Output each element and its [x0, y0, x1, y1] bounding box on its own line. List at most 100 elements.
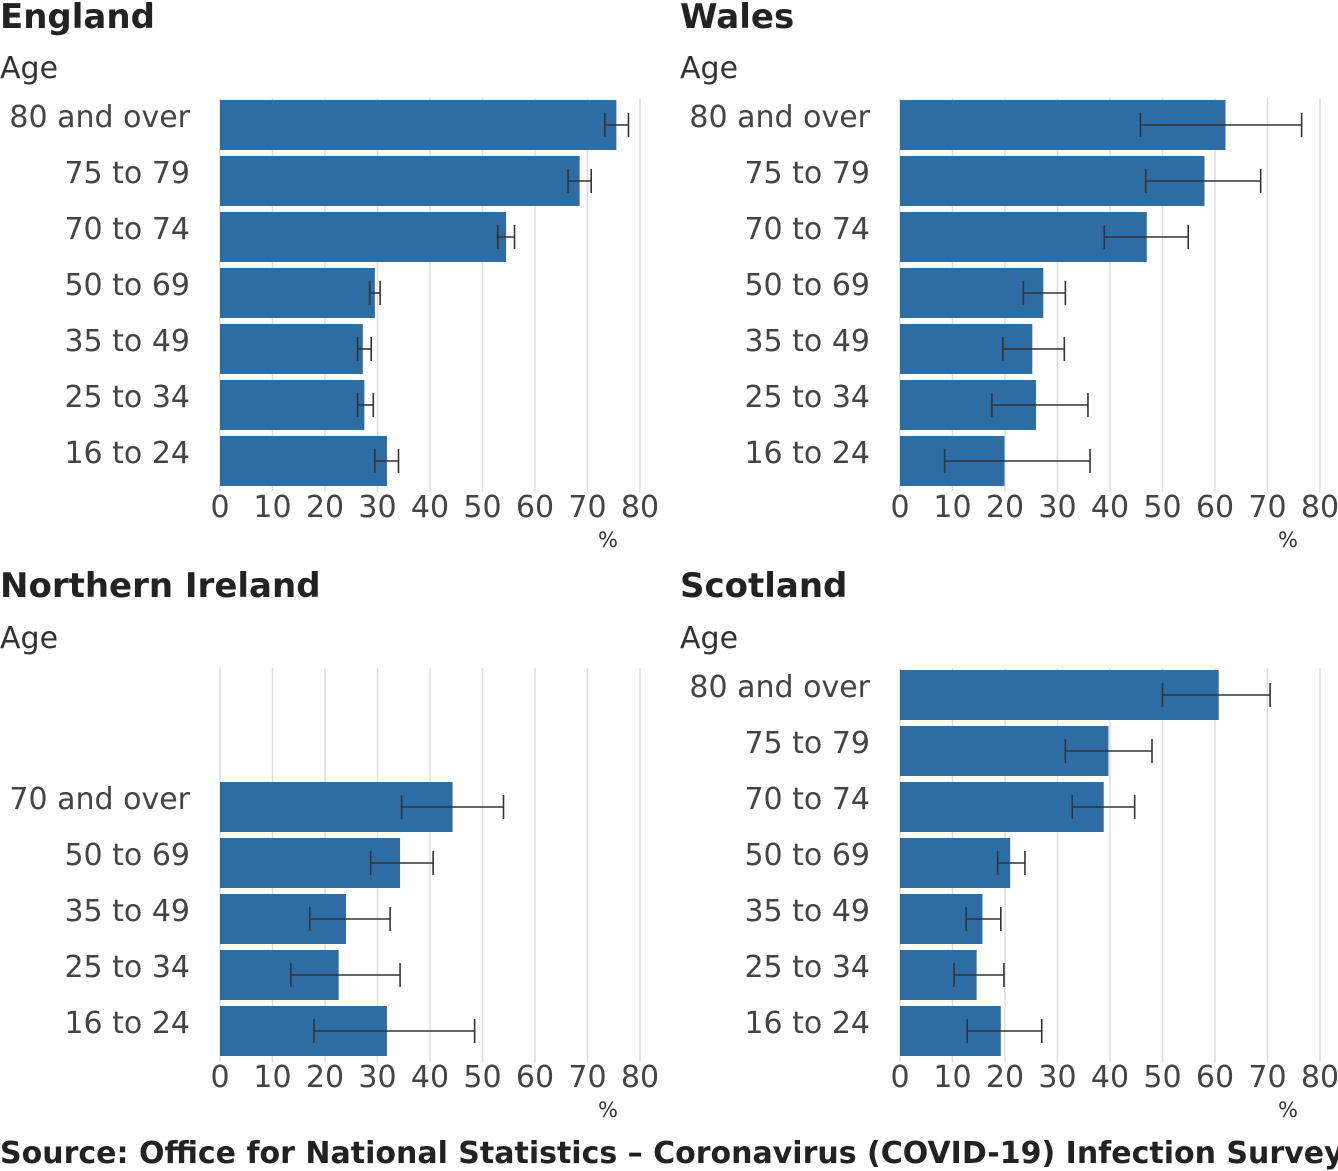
northern-ireland-error-bar-70-and-over [400, 795, 505, 819]
england-bar-75-to-79 [220, 156, 580, 206]
scotland-category-label-75-to-79: 75 to 79 [744, 726, 870, 761]
wales-error-bar-50-to-69 [1022, 281, 1067, 305]
northern-ireland-tick-label-30: 30 [358, 1060, 396, 1095]
england-error-bar-25-to-34 [356, 393, 375, 417]
wales-category-label-35-to-49: 35 to 49 [744, 324, 870, 359]
scotland-error-bar-80-and-over [1161, 683, 1271, 707]
england-error-bar-70-to-74 [496, 225, 516, 249]
scotland-error-bar-35-to-49 [965, 907, 1002, 931]
wales-y-axis-title: Age [680, 51, 738, 86]
england-tick-label-30: 30 [358, 490, 396, 525]
wales-category-label-50-to-69: 50 to 69 [744, 268, 870, 303]
scotland-tick-label-10: 10 [933, 1060, 971, 1095]
scotland-title: Scotland [680, 566, 847, 606]
england-error-bar-80-and-over [604, 113, 630, 137]
scotland-category-label-25-to-34: 25 to 34 [744, 950, 870, 985]
northern-ireland-error-bar-50-to-69 [369, 851, 434, 875]
northern-ireland-tick-label-20: 20 [306, 1060, 344, 1095]
source-note: Source: Office for National Statistics –… [0, 1136, 1338, 1171]
wales-title: Wales [680, 0, 794, 37]
northern-ireland-error-bar-16-to-24 [313, 1019, 476, 1043]
wales-tick-label-20: 20 [986, 490, 1024, 525]
england-category-label-16-to-24: 16 to 24 [64, 436, 190, 471]
england-category-label-75-to-79: 75 to 79 [64, 156, 190, 191]
scotland-tick-label-50: 50 [1143, 1060, 1181, 1095]
northern-ireland-tick-label-80: 80 [621, 1060, 659, 1095]
scotland-tick-label-40: 40 [1091, 1060, 1129, 1095]
england-category-label-25-to-34: 25 to 34 [64, 380, 190, 415]
scotland-error-bar-75-to-79 [1064, 739, 1153, 763]
wales-tick-label-30: 30 [1038, 490, 1076, 525]
wales-error-bar-35-to-49 [1002, 337, 1066, 361]
scotland-bar-70-to-74 [900, 782, 1104, 832]
england-panel: England Age 0 10 20 30 40 50 60 70 80% 80 and over 7… [0, 0, 659, 552]
wales-tick-label-70: 70 [1248, 490, 1286, 525]
scotland-tick-label-30: 30 [1038, 1060, 1076, 1095]
england-bar-70-to-74 [220, 212, 507, 262]
england-category-label-35-to-49: 35 to 49 [64, 324, 190, 359]
wales-error-bar-70-to-74 [1103, 225, 1190, 249]
northern-ireland-error-bar-35-to-49 [308, 907, 391, 931]
scotland-category-label-70-to-74: 70 to 74 [744, 782, 870, 817]
scotland-bar-50-to-69 [900, 838, 1011, 888]
scotland-category-label-50-to-69: 50 to 69 [744, 838, 870, 873]
england-tick-label-60: 60 [516, 490, 554, 525]
england-x-axis-unit: % [598, 528, 618, 552]
wales-tick-label-10: 10 [933, 490, 971, 525]
scotland-category-label-16-to-24: 16 to 24 [744, 1006, 870, 1041]
scotland-tick-label-20: 20 [986, 1060, 1024, 1095]
northern-ireland-category-label-50-to-69: 50 to 69 [64, 838, 190, 873]
northern-ireland-category-label-35-to-49: 35 to 49 [64, 894, 190, 929]
scotland-tick-label-0: 0 [890, 1060, 909, 1095]
scotland-x-axis-unit: % [1278, 1098, 1298, 1122]
england-error-bar-35-to-49 [356, 337, 373, 361]
scotland-error-bar-25-to-34 [953, 963, 1005, 987]
scotland-tick-label-60: 60 [1196, 1060, 1234, 1095]
england-bar-50-to-69 [220, 268, 375, 318]
england-bar-35-to-49 [220, 324, 363, 374]
england-tick-label-80: 80 [621, 490, 659, 525]
wales-category-label-16-to-24: 16 to 24 [744, 436, 870, 471]
northern-ireland-category-label-70-and-over: 70 and over [9, 782, 190, 817]
northern-ireland-tick-label-40: 40 [411, 1060, 449, 1095]
england-y-axis-title: Age [0, 51, 58, 86]
wales-bar-50-to-69 [900, 268, 1044, 318]
scotland-y-axis-title: Age [680, 621, 738, 656]
england-tick-label-0: 0 [210, 490, 229, 525]
northern-ireland-category-label-16-to-24: 16 to 24 [64, 1006, 190, 1041]
wales-tick-label-40: 40 [1091, 490, 1129, 525]
northern-ireland-tick-label-0: 0 [210, 1060, 229, 1095]
northern-ireland-tick-label-50: 50 [463, 1060, 501, 1095]
england-category-label-70-to-74: 70 to 74 [64, 212, 190, 247]
wales-tick-label-50: 50 [1143, 490, 1181, 525]
northern-ireland-x-axis-unit: % [598, 1098, 618, 1122]
wales-tick-label-60: 60 [1196, 490, 1234, 525]
england-error-bar-50-to-69 [368, 281, 381, 305]
england-error-bar-16-to-24 [374, 449, 400, 473]
wales-tick-label-80: 80 [1301, 490, 1338, 525]
england-bar-16-to-24 [220, 436, 387, 486]
scotland-error-bar-50-to-69 [996, 851, 1026, 875]
england-title: England [0, 0, 155, 37]
wales-error-bar-25-to-34 [991, 393, 1089, 417]
northern-ireland-title: Northern Ireland [0, 566, 321, 606]
england-tick-label-70: 70 [568, 490, 606, 525]
northern-ireland-category-label-25-to-34: 25 to 34 [64, 950, 190, 985]
northern-ireland-tick-label-60: 60 [516, 1060, 554, 1095]
scotland-error-bar-16-to-24 [966, 1019, 1043, 1043]
northern-ireland-tick-label-10: 10 [253, 1060, 291, 1095]
england-category-label-80-and-over: 80 and over [9, 100, 190, 135]
wales-x-axis-unit: % [1278, 528, 1298, 552]
scotland-tick-label-80: 80 [1301, 1060, 1338, 1095]
england-bar-25-to-34 [220, 380, 365, 430]
wales-category-label-75-to-79: 75 to 79 [744, 156, 870, 191]
scotland-error-bar-70-to-74 [1071, 795, 1136, 819]
wales-category-label-70-to-74: 70 to 74 [744, 212, 870, 247]
scotland-category-label-35-to-49: 35 to 49 [744, 894, 870, 929]
wales-error-bar-16-to-24 [943, 449, 1091, 473]
scotland-tick-label-70: 70 [1248, 1060, 1286, 1095]
england-error-bar-75-to-79 [567, 169, 592, 193]
northern-ireland-y-axis-title: Age [0, 621, 58, 656]
england-tick-label-50: 50 [463, 490, 501, 525]
